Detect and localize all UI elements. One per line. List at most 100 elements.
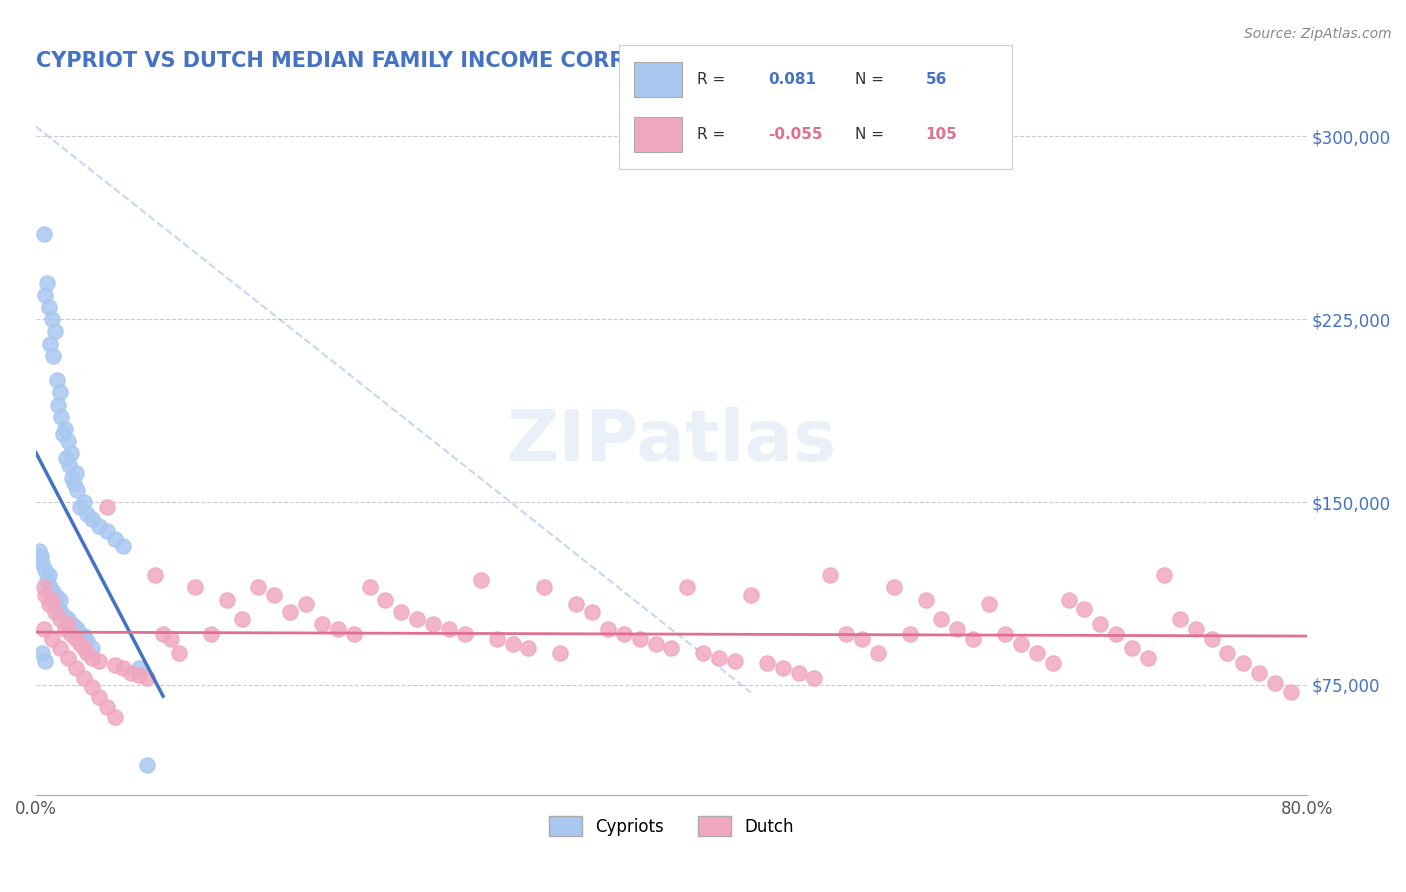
Point (45, 590, 67, 604)
Point (69, 500, 91, 514)
Point (59, 626, 82, 640)
Point (44, 324, 66, 338)
Point (1184, 622, 1206, 636)
Point (65, 466, 87, 480)
Text: 56: 56 (925, 72, 948, 87)
Point (53, 622, 76, 636)
Point (1057, 592, 1080, 607)
Point (692, 646, 714, 660)
Point (32, 581, 55, 595)
Point (56, 434, 79, 449)
Point (1264, 675, 1286, 690)
Point (200, 626, 222, 640)
Point (1025, 646, 1047, 660)
Point (42, 349, 65, 363)
Point (454, 626, 477, 640)
Point (326, 622, 349, 636)
Point (136, 671, 159, 685)
Point (56, 651, 79, 665)
Point (1201, 632, 1223, 646)
Point (533, 581, 555, 595)
Point (311, 617, 333, 632)
Point (31, 646, 53, 660)
Point (80, 681, 103, 695)
Point (437, 622, 460, 636)
Point (32, 227, 55, 241)
Point (56, 612, 79, 626)
Point (112, 539, 135, 553)
Point (35, 573, 58, 587)
Point (120, 665, 142, 680)
Point (1042, 656, 1064, 670)
Point (55, 451, 77, 466)
Point (1153, 568, 1175, 582)
Point (38, 568, 60, 582)
Point (128, 661, 150, 675)
Point (1121, 641, 1143, 656)
Point (66, 622, 89, 636)
Point (661, 641, 683, 656)
Point (38, 598, 60, 612)
Point (34, 287, 56, 301)
Point (343, 626, 366, 640)
Point (1249, 665, 1271, 680)
Point (30, 549, 52, 563)
Point (104, 658, 127, 673)
Point (46, 602, 69, 616)
Point (613, 626, 636, 640)
Point (1137, 651, 1160, 665)
Point (69, 626, 91, 640)
Point (89, 519, 111, 533)
Point (263, 588, 285, 602)
Point (63, 619, 86, 633)
Point (502, 636, 524, 650)
Point (112, 661, 135, 675)
Legend: Cypriots, Dutch: Cypriots, Dutch (543, 809, 800, 843)
Text: ZIPatlas: ZIPatlas (506, 407, 837, 475)
Point (644, 636, 666, 650)
Point (962, 632, 984, 646)
Point (72, 671, 94, 685)
Point (42, 585, 65, 599)
Point (136, 758, 159, 772)
Point (53, 422, 76, 436)
Point (1279, 685, 1302, 699)
Point (80, 641, 103, 656)
Point (104, 532, 127, 546)
Point (34, 588, 56, 602)
Text: -0.055: -0.055 (768, 127, 823, 142)
Point (65, 661, 87, 675)
Point (167, 646, 190, 660)
Point (946, 622, 969, 636)
Text: Source: ZipAtlas.com: Source: ZipAtlas.com (1244, 27, 1392, 41)
Point (56, 617, 79, 632)
Point (46, 398, 69, 412)
Point (755, 656, 778, 670)
Point (278, 605, 301, 619)
Point (979, 598, 1001, 612)
Point (994, 626, 1017, 640)
Point (1168, 612, 1191, 626)
Point (1216, 646, 1239, 660)
Point (35, 276, 58, 290)
Point (76, 634, 98, 648)
Point (63, 475, 86, 490)
Point (44, 605, 66, 619)
Point (772, 661, 794, 675)
Point (31, 556, 53, 570)
Point (45, 373, 67, 387)
Point (851, 632, 873, 646)
Text: R =: R = (697, 127, 725, 142)
Point (34, 654, 56, 668)
Point (160, 632, 183, 646)
Point (1010, 636, 1032, 650)
Point (374, 592, 396, 607)
Point (58, 458, 80, 473)
Point (581, 605, 603, 619)
Point (41, 592, 63, 607)
Point (66, 483, 89, 497)
Point (740, 588, 762, 602)
Point (41, 312, 63, 326)
Point (38, 300, 60, 314)
Text: N =: N = (855, 127, 884, 142)
